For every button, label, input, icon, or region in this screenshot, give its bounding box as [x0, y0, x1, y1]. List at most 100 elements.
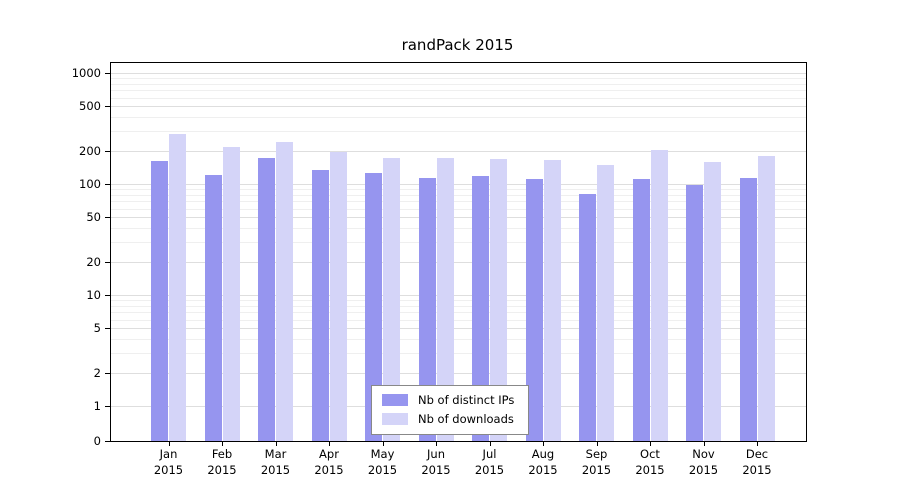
- x-tick-mark: [596, 441, 598, 446]
- x-tick-mark: [650, 441, 651, 446]
- x-tick-label: Apr 2015: [314, 447, 344, 477]
- legend-label-downloads: Nb of downloads: [418, 412, 514, 426]
- x-tick-label: Jun 2015: [421, 447, 451, 477]
- bar-distinct-ips-sep: [579, 193, 596, 441]
- y-tick-label: 1: [93, 399, 101, 413]
- gridline-minor: [111, 83, 806, 85]
- y-tick-label: 200: [79, 143, 101, 158]
- x-tick-mark: [382, 441, 384, 446]
- bar-distinct-ips-oct: [632, 178, 650, 441]
- legend-swatch-distinct-ips: [382, 394, 408, 406]
- y-tick-label: 2: [93, 365, 101, 380]
- bar-downloads-jul: [490, 159, 507, 441]
- bar-downloads-nov: [704, 161, 721, 441]
- chart-title: randPack 2015: [401, 36, 514, 54]
- plot-area: Nb of distinct IPs Nb of downloads 1000 5…: [72, 62, 807, 477]
- x-tick-mark: [703, 441, 705, 446]
- x-tick-label: Feb 2015: [207, 447, 237, 477]
- gridline-minor: [111, 228, 806, 230]
- y-tick-mark: [105, 106, 111, 108]
- bar-downloads-dec: [757, 156, 775, 441]
- y-tick-mark: [105, 295, 111, 296]
- legend: Nb of distinct IPs Nb of downloads: [371, 385, 530, 435]
- x-tick-mark: [543, 441, 544, 446]
- y-tick-label: 50: [86, 210, 101, 225]
- y-tick-mark: [105, 441, 111, 442]
- gridline-minor: [111, 117, 806, 119]
- legend-label-distinct-ips: Nb of distinct IPs: [418, 393, 515, 407]
- x-tick-label: Aug 2015: [528, 447, 558, 477]
- bar-downloads-oct: [650, 150, 668, 441]
- gridline-minor: [111, 300, 806, 302]
- gridline-major: [111, 73, 806, 74]
- bar-distinct-ips-mar: [258, 158, 275, 441]
- gridline-major: [111, 372, 806, 374]
- bar-downloads-jan: [169, 134, 186, 441]
- x-tick-label: May 2015: [367, 447, 398, 477]
- gridline-major: [111, 150, 806, 152]
- y-tick-label: 100: [79, 177, 101, 191]
- x-tick-label: Sep 2015: [581, 447, 612, 477]
- gridline-minor: [111, 353, 806, 354]
- bar-distinct-ips-nov: [686, 185, 703, 441]
- x-tick-label: Jan 2015: [153, 447, 184, 477]
- legend-item-distinct-ips: Nb of distinct IPs: [382, 393, 514, 407]
- bar-downloads-jun: [436, 157, 454, 441]
- bar-distinct-ips-apr: [311, 169, 329, 441]
- x-tick-mark: [436, 441, 437, 446]
- y-tick-label: 10: [86, 288, 101, 302]
- gridline-major: [111, 328, 806, 330]
- bar-distinct-ips-dec: [739, 178, 757, 441]
- gridline-minor: [111, 242, 806, 243]
- bar-downloads-sep: [597, 165, 614, 441]
- gridline-major: [111, 295, 806, 296]
- bar-downloads-mar: [276, 141, 293, 441]
- x-tick-mark: [168, 441, 170, 446]
- y-tick-mark: [105, 328, 111, 330]
- x-tick-mark: [275, 441, 277, 446]
- gridline-major: [111, 106, 806, 108]
- gridline-major: [111, 184, 806, 185]
- gridline-minor: [111, 97, 806, 99]
- y-tick-mark: [105, 406, 111, 407]
- y-tick-mark: [105, 261, 111, 263]
- x-tick-label: Mar 2015: [260, 447, 291, 477]
- gridline-major: [111, 217, 806, 219]
- x-tick-label: Jul 2015: [474, 447, 505, 477]
- gridline-minor: [111, 312, 806, 314]
- gridline-minor: [111, 208, 806, 210]
- y-tick-label: 5: [93, 321, 101, 336]
- x-tick-mark: [222, 441, 223, 446]
- x-tick-label: Nov 2015: [688, 447, 719, 477]
- y-tick-mark: [105, 372, 111, 374]
- y-tick-label: 20: [86, 254, 101, 269]
- gridline-minor: [111, 78, 806, 80]
- legend-swatch-downloads: [382, 413, 408, 425]
- bar-distinct-ips-jul: [472, 176, 489, 441]
- y-tick-label: 1000: [71, 66, 101, 80]
- gridline-minor: [111, 319, 806, 321]
- gridline-minor: [111, 90, 806, 92]
- x-tick-mark: [757, 441, 758, 446]
- y-tick-mark: [105, 217, 111, 219]
- bar-downloads-aug: [543, 160, 561, 441]
- y-tick-label: 0: [93, 434, 101, 448]
- y-tick-mark: [105, 184, 111, 185]
- gridline-minor: [111, 194, 806, 196]
- bar-distinct-ips-jan: [151, 161, 168, 441]
- bar-distinct-ips-may: [365, 173, 382, 441]
- gridline-minor: [111, 131, 806, 132]
- gridline-major: [111, 261, 806, 263]
- bar-downloads-feb: [222, 147, 240, 441]
- bar-distinct-ips-aug: [525, 179, 543, 441]
- y-tick-mark: [105, 73, 111, 74]
- bar-distinct-ips-jun: [418, 178, 436, 441]
- gridline-minor: [111, 305, 806, 307]
- gridline-minor: [111, 189, 806, 191]
- x-tick-label: Oct 2015: [635, 447, 665, 477]
- x-tick-mark: [489, 441, 491, 446]
- gridline-minor: [111, 339, 806, 341]
- legend-item-downloads: Nb of downloads: [382, 412, 514, 426]
- x-tick-label: Dec 2015: [742, 447, 772, 477]
